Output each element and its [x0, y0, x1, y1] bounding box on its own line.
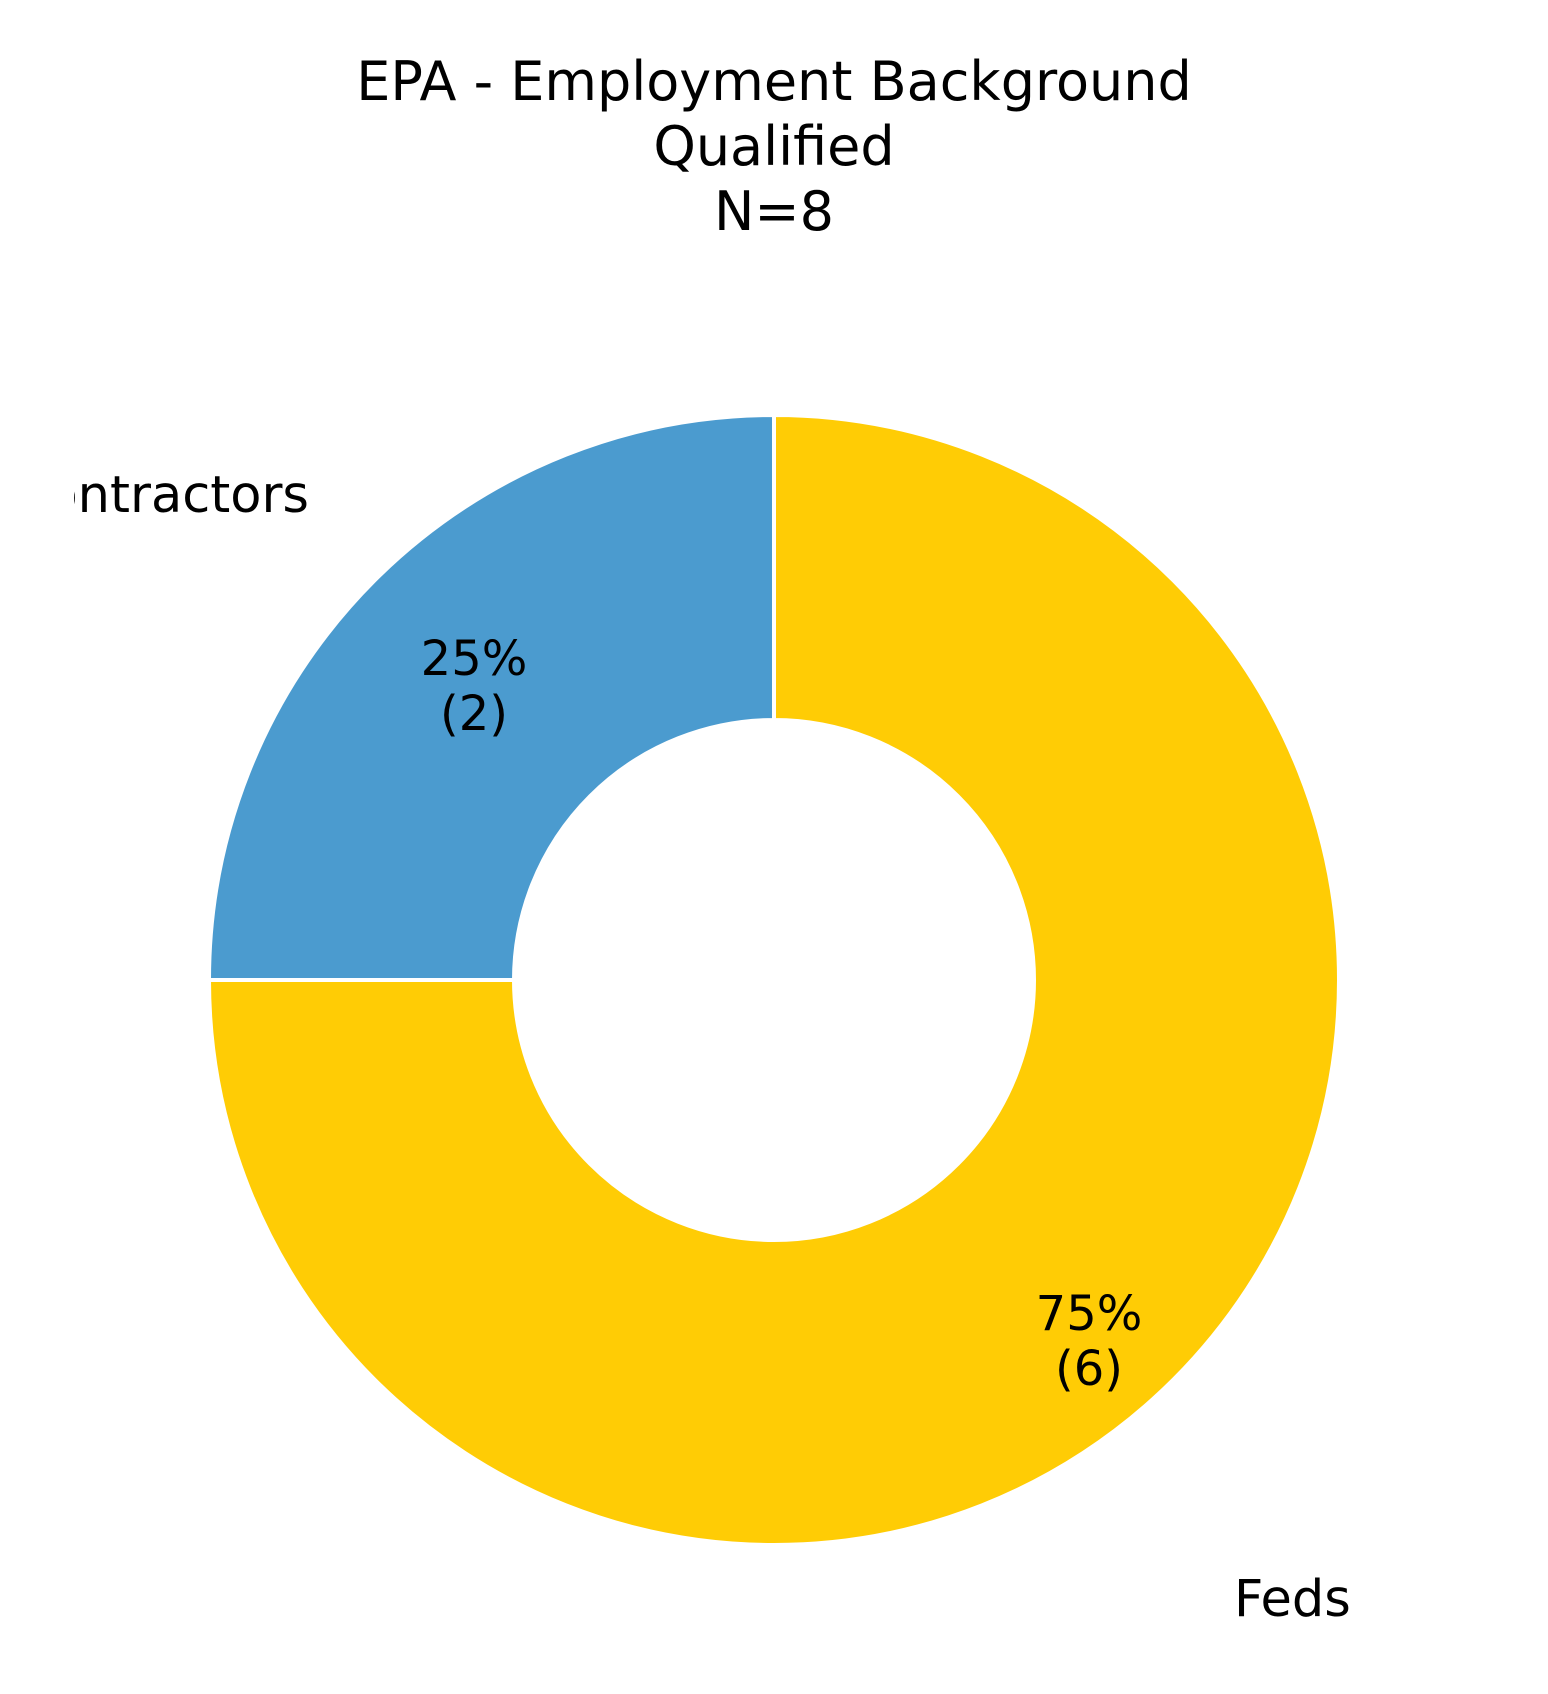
title-line-3: N=8: [714, 180, 834, 243]
donut-svg: Feds75%(6)Contractors25%(2): [74, 340, 1474, 1690]
slice-label-contractors: Contractors: [74, 466, 309, 525]
donut-chart: Feds75%(6)Contractors25%(2): [74, 340, 1474, 1694]
chart-title: EPA - Employment Background Qualified N=…: [356, 50, 1192, 244]
slice-label-feds: Feds: [1234, 1570, 1351, 1629]
title-line-2: Qualified: [653, 115, 894, 178]
title-line-1: EPA - Employment Background: [356, 50, 1192, 113]
